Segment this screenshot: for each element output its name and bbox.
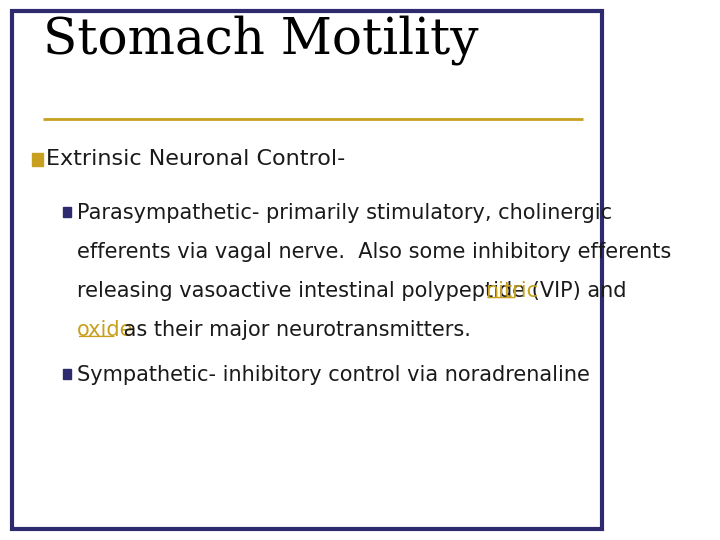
Text: Extrinsic Neuronal Control-: Extrinsic Neuronal Control-: [46, 150, 346, 170]
Text: as their major neurotransmitters.: as their major neurotransmitters.: [117, 320, 471, 340]
FancyBboxPatch shape: [63, 207, 71, 217]
Text: Sympathetic- inhibitory control via noradrenaline: Sympathetic- inhibitory control via nora…: [77, 366, 590, 386]
FancyBboxPatch shape: [12, 11, 602, 529]
FancyBboxPatch shape: [63, 369, 71, 379]
Text: releasing vasoactive intestinal polypeptide (VIP) and: releasing vasoactive intestinal polypept…: [77, 281, 633, 301]
Text: Stomach Motility: Stomach Motility: [43, 15, 479, 65]
FancyBboxPatch shape: [32, 153, 43, 166]
Text: nitric: nitric: [485, 281, 538, 301]
Text: Parasympathetic- primarily stimulatory, cholinergic: Parasympathetic- primarily stimulatory, …: [77, 204, 612, 224]
Text: efferents via vagal nerve.  Also some inhibitory efferents: efferents via vagal nerve. Also some inh…: [77, 242, 671, 262]
Text: oxide: oxide: [77, 320, 133, 340]
